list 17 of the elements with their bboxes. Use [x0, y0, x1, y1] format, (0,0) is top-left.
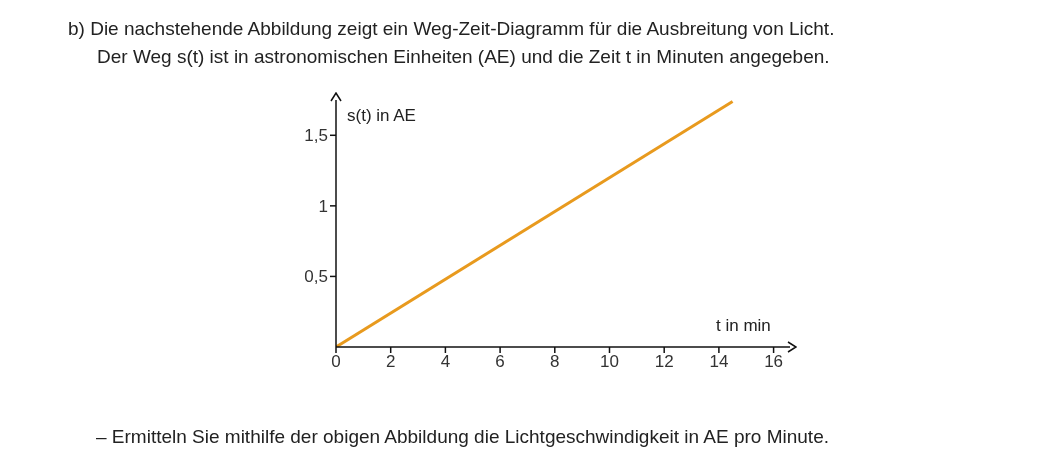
x-tick-label: 14	[709, 352, 729, 372]
x-tick-label: 6	[495, 352, 505, 372]
text: – Ermitteln Sie mithilfe der obigen Abbildung die Lichtgeschwindigkeit in AE pro Minute.	[96, 426, 829, 448]
x-tick-label: 2	[385, 352, 396, 372]
x-tick-label: 16	[764, 352, 784, 372]
x-tick-label: 10	[600, 352, 619, 372]
x-tick-label: 8	[550, 352, 560, 372]
x-tick-label: 4	[440, 352, 451, 372]
chart-title: b) Die nachstehende Abbildung zeigt ein Weg-Zeit-Diagramm für die Ausbreitung von Licht.	[68, 18, 835, 40]
x-tick-label: 0	[331, 352, 341, 372]
x-axis-title: t in min	[716, 316, 771, 336]
y-tick-label: 0,5	[304, 267, 328, 287]
x-tick-label: 12	[654, 352, 674, 372]
y-tick-label: 1,5	[304, 126, 328, 146]
y-axis-title: s(t) in AE	[347, 106, 416, 126]
y-tick-label: 1	[318, 196, 328, 216]
chart-subtitle: Der Weg s(t) ist in astronomischen Einheiten (AE) und die Zeit t in Minuten angegeben.	[97, 46, 830, 68]
